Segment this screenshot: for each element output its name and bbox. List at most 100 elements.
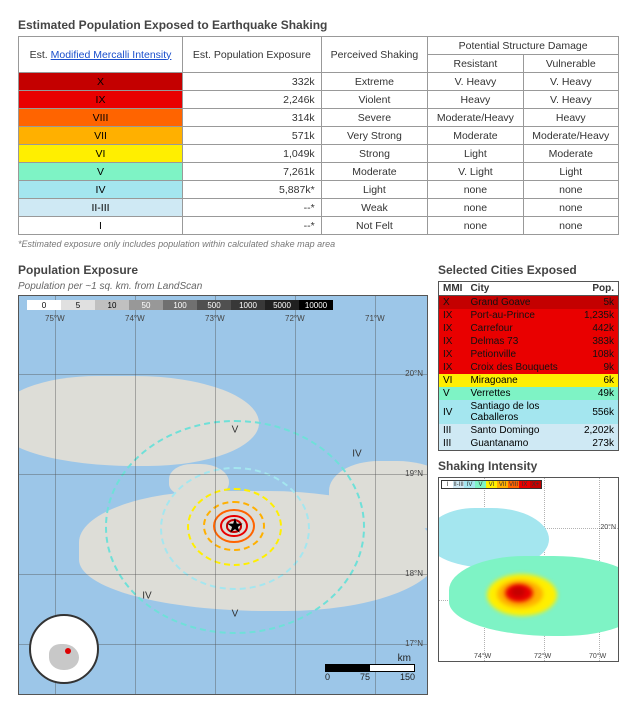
mmi-prefix: Est. [30, 49, 51, 61]
table-row: VII571kVery StrongModerateModerate/Heavy [19, 127, 619, 145]
table-row: IXCroix des Bouquets9k [439, 361, 619, 374]
gridline [19, 474, 427, 475]
globe-marker [65, 648, 71, 654]
resistant-cell: V. Light [428, 163, 523, 181]
city-mmi: IX [439, 335, 467, 348]
pop-cell: 332k [183, 73, 322, 91]
col-city-name: City [466, 282, 580, 296]
scale-stop: 75 [360, 672, 370, 682]
map-scale: km 075150 [325, 653, 415, 682]
vulnerable-cell: V. Heavy [523, 73, 618, 91]
shake-cell: Very Strong [321, 127, 428, 145]
city-mmi: III [439, 424, 467, 437]
pop-cell: --* [183, 199, 322, 217]
lat-label: 20°N [600, 524, 616, 531]
table-row: II-III--*Weaknonenone [19, 199, 619, 217]
city-mmi: IV [439, 400, 467, 424]
scale-segment [370, 665, 414, 671]
mmi-cell: I [19, 217, 183, 235]
vulnerable-cell: Heavy [523, 109, 618, 127]
resistant-cell: none [428, 199, 523, 217]
col-city-pop: Pop. [580, 282, 619, 296]
mmi-cell: II-III [19, 199, 183, 217]
contour-label: V [232, 609, 239, 620]
pop-cell: 571k [183, 127, 322, 145]
col-damage-group: Potential Structure Damage [428, 37, 619, 55]
table-row: VIII314kSevereModerate/HeavyHeavy [19, 109, 619, 127]
lon-label: 74°W [125, 314, 145, 323]
pop-cell: 7,261k [183, 163, 322, 181]
globe-inset [29, 614, 99, 684]
legend-segment: 1000 [231, 300, 265, 310]
lon-label: 70°W [589, 653, 606, 660]
gridline [19, 374, 427, 375]
pop-cell: --* [183, 217, 322, 235]
resistant-cell: V. Heavy [428, 73, 523, 91]
table-row: IXPort-au-Prince1,235k [439, 309, 619, 322]
city-name: Miragoane [466, 374, 580, 387]
city-mmi: VI [439, 374, 467, 387]
city-pop: 2,202k [580, 424, 619, 437]
population-map: ★ km 075150 0510501005001000500010000 75… [18, 295, 428, 695]
legend-segment: 5 [61, 300, 95, 310]
gridline [215, 296, 216, 694]
mmi-link[interactable]: Modified Mercalli Intensity [51, 49, 172, 61]
city-pop: 49k [580, 387, 619, 400]
city-pop: 5k [580, 296, 619, 310]
legend-segment: IX [519, 481, 530, 488]
contour-label: V [232, 425, 239, 436]
legend-segment: 10 [95, 300, 129, 310]
contour-label: IV [142, 591, 151, 602]
legend-segment: IV [464, 481, 475, 488]
lon-label: 75°W [45, 314, 65, 323]
pop-cell: 314k [183, 109, 322, 127]
mmi-cell: VIII [19, 109, 183, 127]
legend-segment: VII [497, 481, 508, 488]
mmi-cell: IX [19, 91, 183, 109]
mmi-cell: X [19, 73, 183, 91]
vulnerable-cell: Light [523, 163, 618, 181]
city-name: Delmas 73 [466, 335, 580, 348]
table-row: X332kExtremeV. HeavyV. Heavy [19, 73, 619, 91]
lon-label: 72°W [534, 653, 551, 660]
vulnerable-cell: none [523, 217, 618, 235]
cities-table: MMI City Pop. XGrand Goave5kIXPort-au-Pr… [438, 281, 619, 451]
epicenter-icon: ★ [226, 514, 244, 539]
table-row: IIIGuantanamo273k [439, 437, 619, 451]
table-row: IXCarrefour442k [439, 322, 619, 335]
scale-stop: 150 [400, 672, 415, 682]
city-name: Santo Domingo [466, 424, 580, 437]
shake-cell: Severe [321, 109, 428, 127]
legend-segment: VIII [508, 481, 519, 488]
estimate-footnote: *Estimated exposure only includes popula… [18, 239, 619, 249]
city-mmi: IX [439, 309, 467, 322]
mmi-cell: V [19, 163, 183, 181]
col-city-mmi: MMI [439, 282, 467, 296]
col-shaking: Perceived Shaking [321, 37, 428, 73]
legend-segment: I [442, 481, 453, 488]
resistant-cell: Light [428, 145, 523, 163]
city-mmi: IX [439, 322, 467, 335]
mmi-cell: IV [19, 181, 183, 199]
city-pop: 383k [580, 335, 619, 348]
vulnerable-cell: V. Heavy [523, 91, 618, 109]
estimate-title: Estimated Population Exposed to Earthqua… [18, 18, 619, 32]
estimate-table: Est. Modified Mercalli Intensity Est. Po… [18, 36, 619, 235]
city-pop: 1,235k [580, 309, 619, 322]
pop-cell: 2,246k [183, 91, 322, 109]
table-row: IVSantiago de los Caballeros556k [439, 400, 619, 424]
scale-stop: 0 [325, 672, 330, 682]
city-pop: 442k [580, 322, 619, 335]
table-row: IIISanto Domingo2,202k [439, 424, 619, 437]
intensity-zone [511, 587, 525, 597]
city-mmi: III [439, 437, 467, 451]
lat-label: 19°N [405, 469, 423, 478]
shake-cell: Extreme [321, 73, 428, 91]
legend-segment: 500 [197, 300, 231, 310]
city-name: Petionville [466, 348, 580, 361]
vulnerable-cell: Moderate [523, 145, 618, 163]
mmi-cell: VI [19, 145, 183, 163]
table-row: IX2,246kViolentHeavyV. Heavy [19, 91, 619, 109]
shakemap-title: Shaking Intensity [438, 459, 619, 473]
city-pop: 108k [580, 348, 619, 361]
